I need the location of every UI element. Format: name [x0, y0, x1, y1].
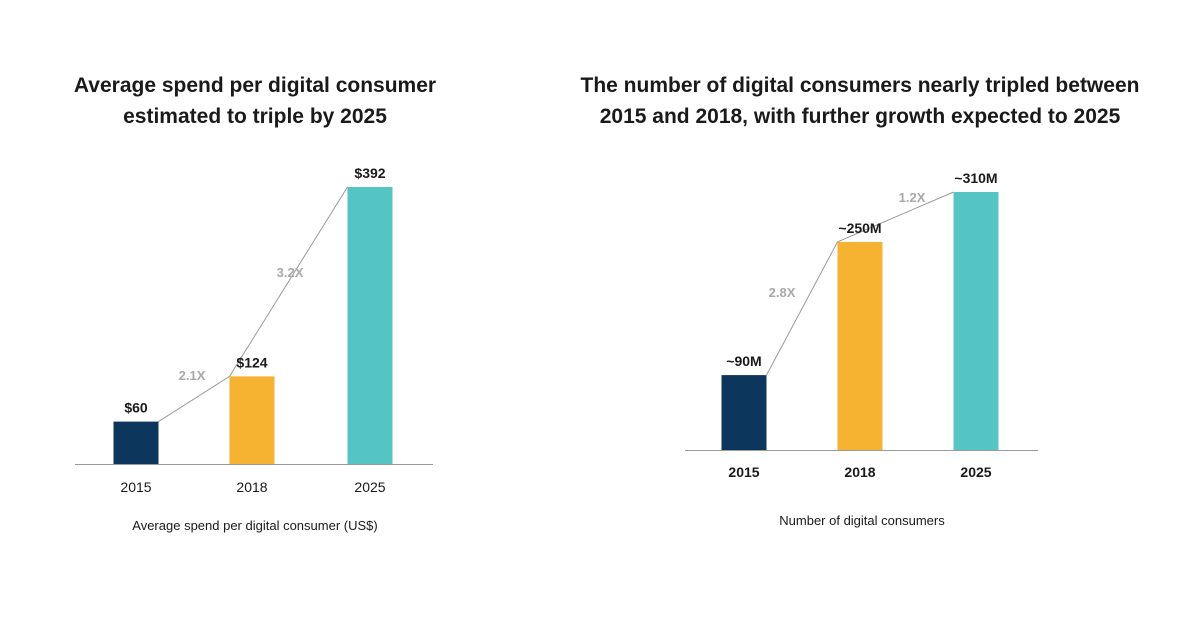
multiplier-2015-2018: 2.1X [179, 368, 206, 383]
tick-label-2018: 2018 [844, 464, 875, 480]
chart-title-line-2: estimated to triple by 2025 [123, 105, 387, 128]
tick-label-2025: 2025 [960, 464, 991, 480]
value-label-2018: $124 [236, 354, 267, 370]
bar-2018 [837, 241, 883, 450]
x-axis-label: Average spend per digital consumer (US$) [132, 518, 377, 533]
bar-2015 [721, 375, 767, 450]
tick-label-2025: 2025 [354, 479, 385, 495]
tick-label-2015: 2015 [728, 464, 759, 480]
chart-digital-consumers: The number of digital consumers nearly t… [581, 74, 1140, 528]
value-label-2025: ~310M [954, 170, 997, 186]
multiplier-2018-2025: 1.2X [899, 190, 926, 205]
value-label-2025: $392 [354, 165, 385, 181]
value-label-2015: $60 [124, 400, 148, 416]
value-label-2015: ~90M [726, 353, 761, 369]
bar-2018 [229, 376, 275, 464]
chart-average-spend: Average spend per digital consumer estim… [74, 74, 436, 533]
value-label-2018: ~250M [838, 220, 881, 236]
x-axis-label: Number of digital consumers [779, 513, 945, 528]
bar-2025 [347, 187, 393, 464]
tick-label-2015: 2015 [120, 479, 151, 495]
tick-label-2018: 2018 [236, 479, 267, 495]
multiplier-2015-2018: 2.8X [769, 285, 796, 300]
multiplier-2018-2025: 3.2X [277, 265, 304, 280]
chart-title-line-1: The number of digital consumers nearly t… [581, 74, 1140, 97]
bar-2025 [953, 192, 999, 450]
bar-2015 [113, 421, 159, 464]
chart-title-line-2: 2015 and 2018, with further growth expec… [600, 105, 1121, 128]
chart-title-line-1: Average spend per digital consumer [74, 74, 436, 97]
